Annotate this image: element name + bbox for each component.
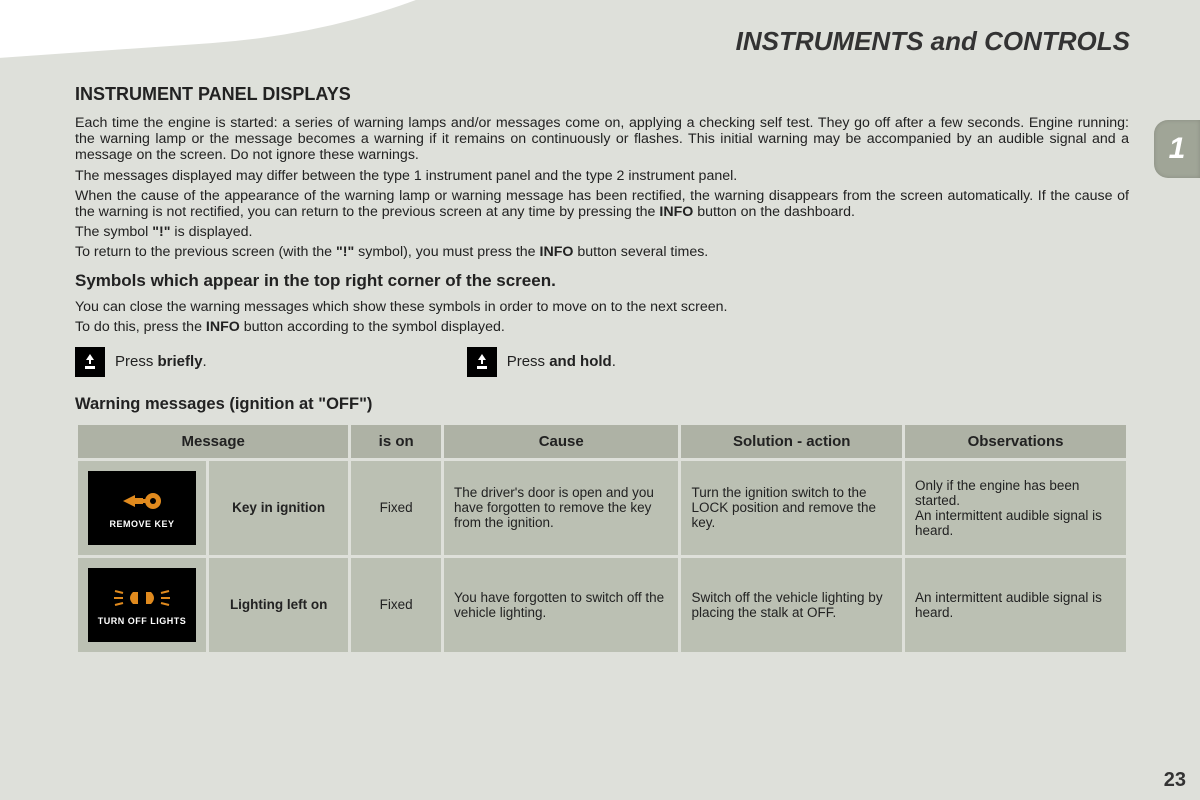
table-header-row: Message is on Cause Solution - action Ob… xyxy=(78,425,1126,458)
cell-message: Lighting left on xyxy=(209,558,348,652)
remove-key-icon: REMOVE KEY xyxy=(88,471,196,545)
symbols-paragraph-1: You can close the warning messages which… xyxy=(75,299,1129,315)
cell-solution: Turn the ignition switch to the LOCK pos… xyxy=(681,461,902,555)
symbols-paragraph-2: To do this, press the INFO button accord… xyxy=(75,319,1129,335)
warning-icon-label: TURN OFF LIGHTS xyxy=(98,616,187,626)
cell-cause: The driver's door is open and you have f… xyxy=(444,461,678,555)
intro-paragraph-4: The symbol "!" is displayed. xyxy=(75,224,1129,240)
press-briefly-item: Press briefly. xyxy=(75,347,207,377)
col-header-message: Message xyxy=(78,425,348,458)
turn-off-lights-icon: TURN OFF LIGHTS xyxy=(88,568,196,642)
col-header-cause: Cause xyxy=(444,425,678,458)
cell-solution: Switch off the vehicle lighting by placi… xyxy=(681,558,902,652)
col-header-solution: Solution - action xyxy=(681,425,902,458)
table-row: REMOVE KEY Key in ignition Fixed The dri… xyxy=(78,461,1126,555)
cell-obs: An intermittent audible signal is heard. xyxy=(905,558,1126,652)
decorative-curve xyxy=(0,0,710,71)
warning-icon-cell: REMOVE KEY xyxy=(78,461,206,555)
table-row: TURN OFF LIGHTS Lighting left on Fixed Y… xyxy=(78,558,1126,652)
press-instructions-row: Press briefly. Press and hold. xyxy=(75,347,1129,377)
cell-obs: Only if the engine has been started. An … xyxy=(905,461,1126,555)
press-hold-icon xyxy=(467,347,497,377)
press-briefly-icon xyxy=(75,347,105,377)
warning-messages-table: Message is on Cause Solution - action Ob… xyxy=(75,422,1129,655)
col-header-obs: Observations xyxy=(905,425,1126,458)
cell-cause: You have forgotten to switch off the veh… xyxy=(444,558,678,652)
page-content: INSTRUMENT PANEL DISPLAYS Each time the … xyxy=(75,84,1129,655)
subsection-heading-symbols: Symbols which appear in the top right co… xyxy=(75,271,1129,291)
chapter-number-tab: 1 xyxy=(1154,120,1200,178)
col-header-ison: is on xyxy=(351,425,441,458)
intro-paragraph-2: The messages displayed may differ betwee… xyxy=(75,168,1129,184)
press-hold-item: Press and hold. xyxy=(467,347,616,377)
section-heading: INSTRUMENT PANEL DISPLAYS xyxy=(75,84,1129,105)
intro-paragraph-5: To return to the previous screen (with t… xyxy=(75,244,1129,260)
table-heading: Warning messages (ignition at "OFF") xyxy=(75,395,1129,414)
intro-paragraph-1: Each time the engine is started: a serie… xyxy=(75,115,1129,164)
cell-ison: Fixed xyxy=(351,558,441,652)
intro-paragraph-3: When the cause of the appearance of the … xyxy=(75,188,1129,220)
cell-ison: Fixed xyxy=(351,461,441,555)
warning-icon-label: REMOVE KEY xyxy=(109,519,174,529)
cell-message: Key in ignition xyxy=(209,461,348,555)
page-number: 23 xyxy=(1164,769,1186,792)
chapter-title: INSTRUMENTS and CONTROLS xyxy=(736,26,1130,57)
warning-icon-cell: TURN OFF LIGHTS xyxy=(78,558,206,652)
